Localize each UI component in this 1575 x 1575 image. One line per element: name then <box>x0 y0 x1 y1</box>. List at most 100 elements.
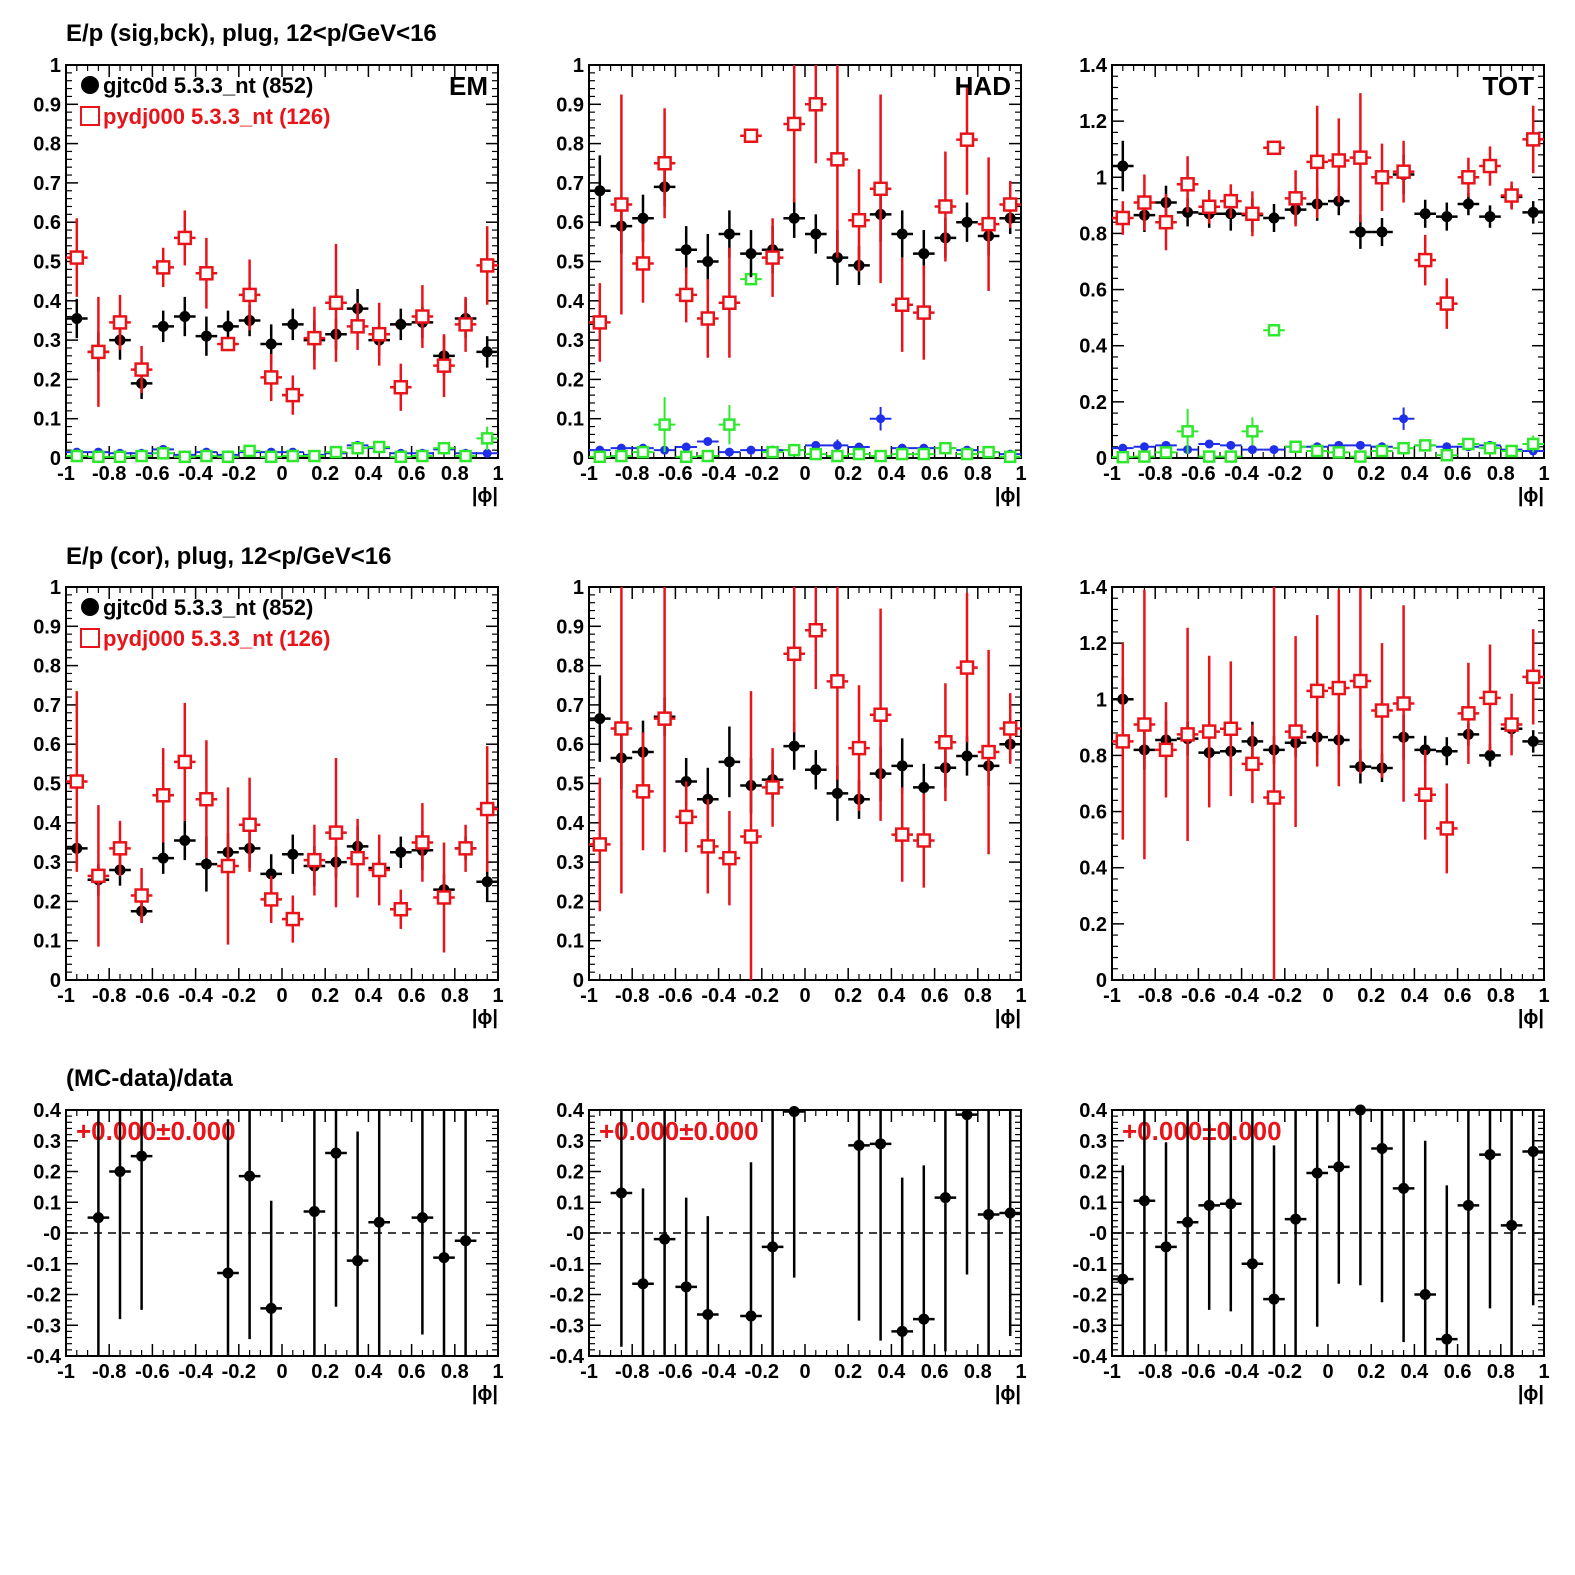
mc-marker <box>1331 153 1347 168</box>
mc-marker <box>1266 140 1282 156</box>
y-tick-label: 0.3 <box>556 1131 584 1153</box>
y-tick-label: -0.3 <box>1073 1315 1107 1337</box>
y-tick-label: -0.1 <box>1073 1254 1107 1276</box>
x-tick-label: 0.2 <box>1357 463 1385 485</box>
series-data <box>1112 676 1544 784</box>
data-marker <box>287 848 299 860</box>
x-tick-label: -0.4 <box>1224 985 1259 1007</box>
mc-marker <box>1288 724 1303 739</box>
x-tick-label: 0.4 <box>877 985 906 1007</box>
series-green <box>589 272 1021 464</box>
mc-marker <box>328 825 344 840</box>
y-tick-label: 0.8 <box>1079 223 1107 245</box>
x-tick-label: 0.8 <box>1487 1361 1515 1383</box>
x-tick-label: 0.4 <box>354 1361 383 1383</box>
x-tick-label: 0 <box>1322 985 1333 1007</box>
data-marker <box>918 1313 930 1325</box>
mc-marker <box>786 646 802 662</box>
data-marker <box>1441 745 1453 757</box>
x-tick-label: -0.2 <box>222 463 256 485</box>
series-data <box>66 289 498 400</box>
y-tick-label: 0.6 <box>33 734 61 756</box>
data-marker <box>265 338 277 350</box>
data-marker <box>179 311 191 323</box>
x-tick-label: -0.2 <box>745 1361 779 1383</box>
x-tick-label: 0.4 <box>1400 1361 1429 1383</box>
data-marker <box>1484 1149 1496 1161</box>
mc-marker <box>700 311 716 326</box>
x-tick-label: -0.6 <box>658 1361 692 1383</box>
blue-marker <box>1226 440 1236 450</box>
mc-marker <box>1245 206 1260 222</box>
y-tick-label: 0 <box>573 970 584 992</box>
mc-marker <box>1201 199 1217 215</box>
y-tick-label: 0.4 <box>33 291 62 313</box>
mc-marker <box>134 362 149 377</box>
y-tick-label: 0.7 <box>33 695 61 717</box>
x-tick-label: -1 <box>1103 985 1121 1007</box>
x-tick-label: -1 <box>57 985 75 1007</box>
x-tick-label: -1 <box>1103 1361 1121 1383</box>
x-tick-label: 0.8 <box>964 463 992 485</box>
mc-marker <box>1115 210 1131 226</box>
mc-marker <box>1309 683 1325 699</box>
x-axis-label: |ϕ| <box>995 1383 1021 1405</box>
blue-marker <box>811 440 821 450</box>
mc-marker <box>436 890 452 905</box>
blue-marker <box>482 448 492 458</box>
data-marker <box>200 858 212 870</box>
green-marker <box>243 444 256 458</box>
y-tick-label: 1 <box>573 577 584 599</box>
x-tick-label: 0 <box>799 1361 810 1383</box>
blue-marker <box>876 414 886 424</box>
mc-marker <box>657 156 672 171</box>
data-marker <box>287 318 299 330</box>
data-marker <box>918 781 930 793</box>
y-tick-label: -0.4 <box>550 1346 585 1368</box>
green-marker <box>1159 446 1173 459</box>
y-tick-label: 0.1 <box>1079 1192 1107 1214</box>
y-tick-label: 0.1 <box>556 409 584 431</box>
y-tick-label: -0.2 <box>1073 1285 1107 1307</box>
x-tick-label: -1 <box>1103 463 1121 485</box>
mc-marker <box>808 622 824 638</box>
mc-marker <box>1223 721 1239 737</box>
y-tick-label: 0.3 <box>33 330 61 352</box>
data-marker <box>481 876 493 888</box>
series-mc <box>589 65 1021 362</box>
y-tick-label: 0.5 <box>33 252 61 274</box>
mc-marker <box>873 181 888 197</box>
data-marker <box>460 1235 472 1247</box>
data-marker <box>1419 1289 1431 1300</box>
x-tick-label: -0.8 <box>92 985 126 1007</box>
mc-marker <box>635 256 651 271</box>
y-tick-label: -0.2 <box>27 1285 61 1307</box>
data-marker <box>875 1138 887 1150</box>
data-marker <box>352 1255 364 1267</box>
y-tick-label: -0.3 <box>27 1315 61 1337</box>
green-marker <box>766 445 779 459</box>
mc-marker <box>765 250 780 265</box>
mc-marker <box>592 837 608 852</box>
panel-tot_sigbck: -1 -0.8 -0.6 -0.4 -0.2 0 0.2 0.4 0.6 0.8 1|ϕ|00.20… <box>1079 55 1549 507</box>
series-data <box>589 675 1021 831</box>
y-tick-label: 0.9 <box>556 616 584 638</box>
green-marker <box>308 449 321 463</box>
mc-marker <box>916 305 932 320</box>
x-tick-label: -0.8 <box>92 463 126 485</box>
data-marker <box>395 846 407 858</box>
data-marker <box>222 320 234 332</box>
data-marker <box>481 346 493 358</box>
blue-marker <box>703 436 713 446</box>
mc-marker <box>1288 191 1303 206</box>
green-marker <box>701 449 715 463</box>
panel-label: EM <box>449 71 488 101</box>
mc-marker <box>1137 717 1152 732</box>
mc-marker <box>1309 154 1325 170</box>
x-tick-label: -0.2 <box>222 1361 256 1383</box>
y-tick-label: 0.2 <box>1079 914 1107 936</box>
series-data <box>1112 1104 1544 1356</box>
mc-marker <box>1180 727 1195 742</box>
data-marker <box>853 1139 865 1151</box>
data-marker <box>896 760 908 772</box>
